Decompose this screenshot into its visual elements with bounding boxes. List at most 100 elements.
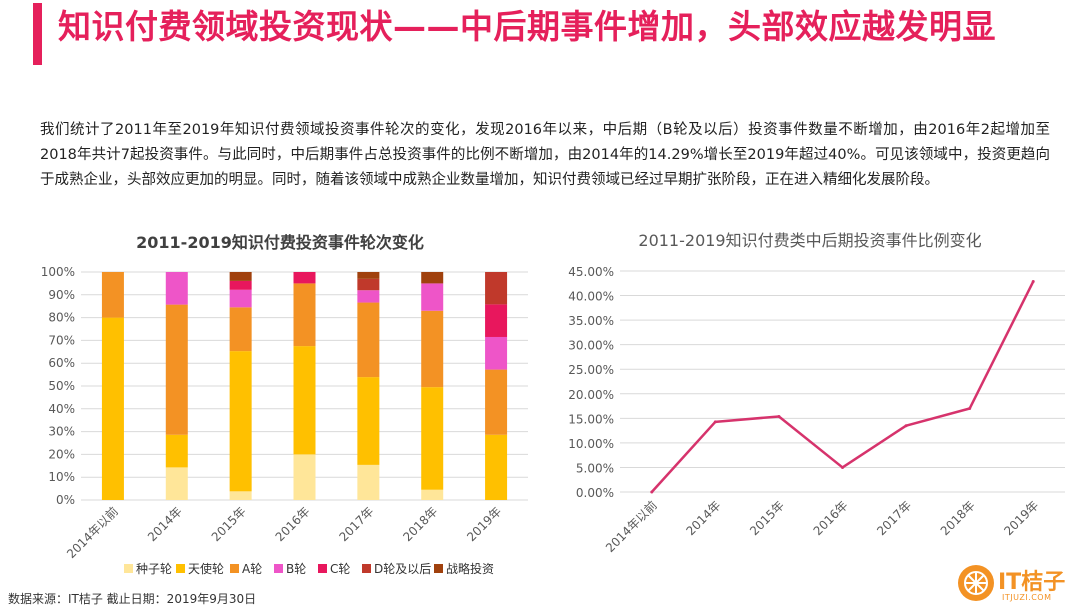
bar-y-tick-label: 30%: [48, 425, 75, 439]
bar-segment-2: [357, 377, 380, 465]
line-y-tick-label: 15.00%: [568, 412, 614, 426]
intro-paragraph: 我们统计了2011年至2019年知识付费领域投资事件轮次的变化，发现2016年以…: [40, 122, 1050, 188]
line-x-tick-label: 2019年: [1001, 498, 1041, 538]
bar-segment-3: [421, 310, 444, 388]
bar-x-tick-label: 2018年: [400, 504, 440, 544]
bar-segment-3: [357, 302, 380, 378]
line-point: [841, 465, 844, 469]
legend-label: C轮: [330, 562, 350, 576]
bar-segment-2: [101, 317, 124, 500]
bar-segment-2: [229, 351, 252, 492]
itjuzi-logo: IT桔子 ITJUZI.COM: [958, 563, 1073, 605]
line-y-tick-label: 30.00%: [568, 339, 614, 353]
legend-swatch: [434, 564, 443, 573]
bar-segment-7: [421, 272, 444, 284]
data-source-note: 数据来源：IT桔子 截止日期：2019年9月30日: [8, 592, 257, 606]
line-point: [777, 414, 781, 418]
bar-x-tick-label: 2015年: [209, 504, 249, 544]
bar-segment-1: [165, 467, 188, 500]
bar-segment-4: [485, 336, 508, 370]
line-y-tick-label: 25.00%: [568, 363, 614, 377]
bar-y-tick-label: 50%: [48, 379, 75, 393]
line-y-tick-label: 10.00%: [568, 437, 614, 451]
bar-segment-6: [357, 278, 380, 291]
bar-y-tick-label: 90%: [48, 288, 75, 302]
legend-label: 天使轮: [188, 561, 224, 576]
bar-y-tick-label: 20%: [48, 447, 75, 461]
bar-x-tick-label: 2014年以前: [63, 504, 121, 562]
bar-segment-2: [421, 387, 444, 490]
bar-segment-1: [293, 454, 316, 500]
legend-label: 战略投资: [446, 561, 494, 576]
bar-y-tick-label: 80%: [48, 311, 75, 325]
bar-segment-2: [165, 434, 188, 468]
line-y-tick-label: 5.00%: [576, 461, 614, 475]
title-accent-bar: [33, 3, 42, 65]
bar-segment-5: [293, 272, 316, 284]
bar-y-tick-label: 100%: [41, 265, 75, 279]
line-point: [1031, 280, 1035, 284]
bar-y-tick-label: 40%: [48, 402, 75, 416]
bar-segment-3: [229, 307, 252, 352]
legend-label: D轮及以后: [374, 562, 431, 576]
bar-segment-1: [357, 464, 380, 500]
bar-y-tick-label: 0%: [56, 493, 75, 507]
line-x-tick-label: 2015年: [747, 498, 787, 538]
orange-slice-icon: [958, 565, 994, 601]
bar-chart-title: 2011-2019知识付费投资事件轮次变化: [136, 233, 424, 252]
bar-y-tick-label: 70%: [48, 333, 75, 347]
bar-segment-2: [293, 346, 316, 455]
line-x-tick-label: 2018年: [938, 498, 978, 538]
bar-y-tick-label: 60%: [48, 356, 75, 370]
bar-segment-4: [165, 272, 188, 305]
line-x-tick-label: 2017年: [874, 498, 914, 538]
bar-segment-4: [357, 290, 380, 303]
page-title: 知识付费领域投资现状——中后期事件增加，头部效应越发明显: [58, 7, 996, 46]
legend-label: A轮: [242, 562, 262, 576]
bar-segment-1: [229, 491, 252, 500]
bar-segment-6: [485, 272, 508, 305]
bar-segment-7: [357, 272, 380, 279]
logo-text: IT桔子: [998, 570, 1066, 595]
line-x-tick-label: 2014年以前: [602, 498, 660, 556]
legend-swatch: [124, 564, 133, 573]
bar-segment-4: [229, 289, 252, 308]
bar-segment-2: [485, 434, 508, 500]
legend-swatch: [362, 564, 371, 573]
line-chart-title: 2011-2019知识付费类中后期投资事件比例变化: [638, 231, 981, 250]
legend-swatch: [274, 564, 283, 573]
line-chart: 2011-2019知识付费类中后期投资事件比例变化 0.00% 5.00% 10.0…: [568, 231, 1065, 556]
bar-x-tick-label: 2016年: [273, 504, 313, 544]
legend-swatch: [176, 564, 185, 573]
bar-segment-1: [421, 489, 444, 500]
bar-x-tick-label: 2014年: [145, 504, 185, 544]
bar-segment-3: [293, 283, 316, 347]
stacked-bar-chart: 2011-2019知识付费投资事件轮次变化 0% 10% 20% 30% 40% 50% 6…: [41, 233, 528, 576]
line-point: [904, 424, 908, 428]
line-y-tick-label: 40.00%: [568, 290, 614, 304]
line-y-tick-label: 0.00%: [576, 486, 614, 500]
bar-segment-3: [101, 272, 124, 318]
line-y-tick-label: 20.00%: [568, 388, 614, 402]
line-x-tick-label: 2016年: [811, 498, 851, 538]
bar-segment-4: [421, 283, 444, 311]
bar-segment-5: [485, 304, 508, 337]
line-point: [650, 490, 654, 494]
legend-swatch: [318, 564, 327, 573]
legend-label: B轮: [286, 562, 306, 576]
bar-segment-3: [485, 369, 508, 435]
bar-segment-5: [229, 280, 252, 290]
bar-x-tick-label: 2017年: [336, 504, 376, 544]
legend-swatch: [230, 564, 239, 573]
line-y-tick-label: 45.00%: [568, 265, 614, 279]
bar-segment-3: [165, 304, 188, 435]
line-y-tick-label: 35.00%: [568, 314, 614, 328]
bar-segment-7: [229, 272, 252, 281]
line-point: [713, 420, 717, 424]
line-point: [968, 407, 972, 411]
bar-y-tick-label: 10%: [48, 470, 75, 484]
bar-x-tick-label: 2019年: [464, 504, 504, 544]
line-series-path: [650, 280, 1035, 493]
legend-label: 种子轮: [136, 562, 172, 576]
logo-subtext: ITJUZI.COM: [1002, 593, 1052, 602]
